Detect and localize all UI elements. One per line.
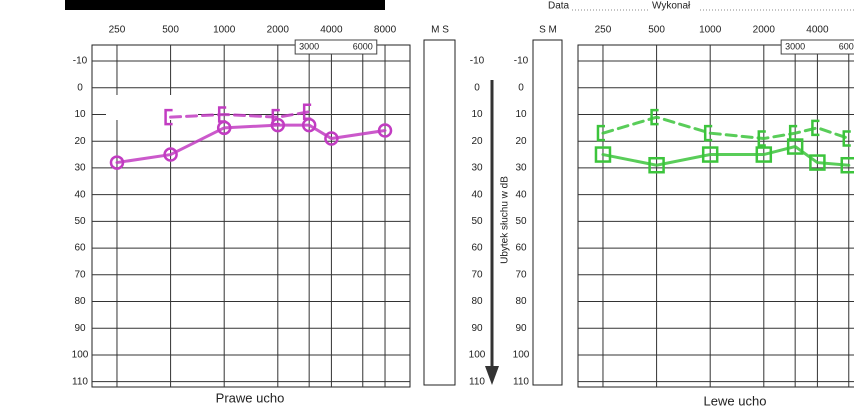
y-tick-label: 60 [471,243,483,254]
y-tick-label: 50 [471,216,483,227]
y-tick-label: 110 [513,376,529,387]
masking-column [533,40,562,385]
plot-frame [578,45,854,387]
x-tick-label: 2000 [267,25,290,36]
performed-by-label: Wykonał [652,1,691,12]
y-tick-label: 0 [474,82,480,93]
x-tick-label: 6000 [839,41,854,51]
y-tick-label: 60 [515,243,527,254]
y-tick-label: 110 [72,376,88,387]
audiogram-page: Data Wykonał Ubytek słuchu w dB M S S M … [0,0,854,407]
y-tick-label: 50 [515,216,527,227]
y-tick-label: 90 [471,323,483,334]
x-tick-label: 1000 [699,25,722,36]
y-tick-label: 80 [515,296,527,307]
column-label: M S [431,25,449,36]
x-tick-label: 500 [162,25,179,36]
y-tick-label: 30 [471,163,483,174]
y-tick-label: 90 [74,323,86,334]
y-tick-label: -10 [514,56,529,67]
y-tick-label: -10 [73,56,88,67]
black-bar [65,0,385,10]
y-tick-label: 100 [513,350,530,361]
series-line [117,125,385,162]
chart-title: Lewe ucho [704,393,767,407]
x-tick-label: 500 [648,25,665,36]
y-tick-label: 40 [515,189,527,200]
x-tick-label: 3000 [299,41,319,51]
x-tick-label: 250 [109,25,126,36]
y-tick-label: 0 [77,82,83,93]
date-label: Data [548,1,570,12]
x-tick-label: 250 [595,25,612,36]
x-tick-label: 8000 [374,25,397,36]
y-tick-label: 100 [469,350,486,361]
masking-column [424,40,455,385]
y-tick-label: 10 [74,109,86,120]
y-tick-label: 90 [515,323,527,334]
y-tick-label: 10 [471,109,483,120]
y-tick-label: 20 [74,136,86,147]
column-label: S M [539,25,557,36]
y-tick-label: 30 [74,163,86,174]
y-tick-label: 20 [471,136,483,147]
y-tick-label: 10 [515,109,527,120]
y-tick-label: 0 [518,82,524,93]
y-tick-label: 60 [74,243,86,254]
y-tick-label: 110 [469,376,485,387]
y-tick-label: 40 [74,189,86,200]
y-tick-label: 50 [74,216,86,227]
marker [844,132,851,146]
arrow-head [485,366,499,385]
y-tick-label: 70 [74,269,86,280]
redaction [106,95,198,120]
y-tick-label: 30 [515,163,527,174]
x-tick-label: 3000 [785,41,805,51]
x-tick-label: 4000 [806,25,829,36]
y-tick-label: 80 [74,296,86,307]
x-tick-label: 1000 [213,25,236,36]
chart-title: Prawe ucho [216,390,285,405]
x-tick-label: 6000 [353,41,373,51]
y-tick-label: 80 [471,296,483,307]
y-tick-label: -10 [470,56,485,67]
x-tick-label: 2000 [753,25,776,36]
y-tick-label: 20 [515,136,527,147]
y-axis-title: Ubytek słuchu w dB [500,176,511,264]
y-tick-label: 70 [515,269,527,280]
x-tick-label: 4000 [320,25,343,36]
y-tick-label: 70 [471,269,483,280]
y-tick-label: 100 [72,350,89,361]
y-tick-label: 40 [471,189,483,200]
